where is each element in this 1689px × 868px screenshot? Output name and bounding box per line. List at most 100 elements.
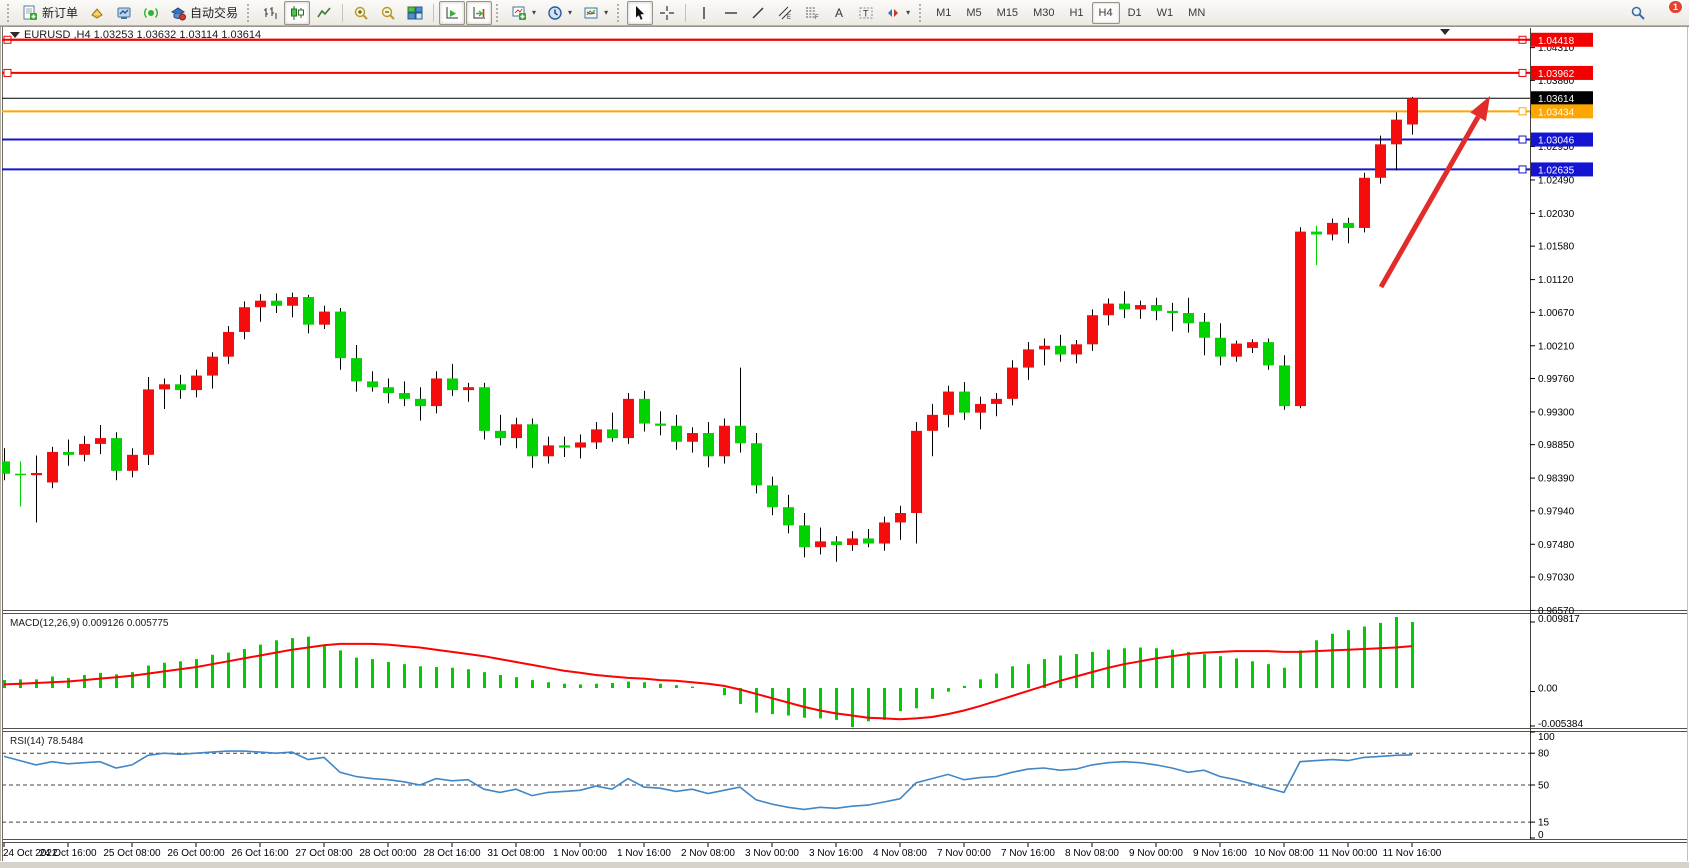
candle-body[interactable]	[143, 389, 154, 455]
timeframe-d1-button[interactable]: D1	[1127, 6, 1142, 19]
signals-button[interactable]	[138, 1, 164, 25]
candle-body[interactable]	[559, 445, 570, 448]
cursor-button[interactable]	[627, 0, 654, 25]
candle-body[interactable]	[879, 522, 890, 544]
timeframe-m30-button[interactable]: M30	[1033, 6, 1055, 19]
candle-body[interactable]	[703, 433, 714, 457]
candle-body[interactable]	[719, 425, 730, 457]
candle-body[interactable]	[511, 424, 522, 439]
timeframe-mn-button[interactable]: MN	[1188, 6, 1206, 19]
candle-body[interactable]	[655, 423, 666, 426]
candle-body[interactable]	[543, 445, 554, 457]
candle-body[interactable]	[223, 331, 234, 357]
candle-body[interactable]	[1311, 231, 1322, 235]
timeframe-m1-button[interactable]: M1	[936, 6, 952, 19]
candle-body[interactable]	[735, 425, 746, 444]
templates-button[interactable]: ▾	[578, 1, 613, 25]
candle-body[interactable]	[1279, 365, 1290, 407]
styles-button[interactable]	[84, 1, 110, 25]
candle-body[interactable]	[863, 538, 874, 544]
candle-body[interactable]	[831, 541, 842, 545]
candle-body[interactable]	[1199, 321, 1210, 338]
trendline-button[interactable]	[745, 1, 771, 25]
candle-body[interactable]	[991, 398, 1002, 404]
new-order-button[interactable]: 新订单	[17, 1, 83, 25]
bar-chart-button[interactable]	[257, 1, 283, 25]
candle-body[interactable]	[687, 433, 698, 442]
candle-body[interactable]	[1167, 310, 1178, 314]
candle-body[interactable]	[1071, 344, 1082, 355]
candle-body[interactable]	[1231, 343, 1242, 357]
candle-body[interactable]	[239, 307, 250, 332]
candle-body[interactable]	[335, 311, 346, 359]
candle-body[interactable]	[0, 461, 10, 474]
market-watch-button[interactable]	[111, 1, 137, 25]
candle-body[interactable]	[607, 429, 618, 439]
candle-body[interactable]	[287, 297, 298, 306]
candle-body[interactable]	[15, 473, 26, 476]
candle-body[interactable]	[671, 425, 682, 442]
candle-body[interactable]	[527, 424, 538, 457]
candle-body[interactable]	[431, 378, 442, 407]
candle-body[interactable]	[847, 538, 858, 545]
timeframe-h4-button[interactable]: H4	[1091, 1, 1120, 24]
candle-body[interactable]	[751, 443, 762, 486]
zoom-out-button[interactable]	[375, 1, 401, 25]
candle-body[interactable]	[447, 378, 458, 391]
timeframe-h1-button[interactable]: H1	[1069, 6, 1084, 19]
chart-shift-marker[interactable]	[1440, 29, 1450, 35]
candle-body[interactable]	[463, 387, 474, 391]
candle-body[interactable]	[1215, 337, 1226, 357]
search-button[interactable]	[1625, 1, 1651, 25]
candle-body[interactable]	[1119, 303, 1130, 310]
candle-body[interactable]	[351, 358, 362, 382]
candlestick-chart-button[interactable]	[284, 0, 311, 25]
candle-body[interactable]	[495, 430, 506, 439]
candle-body[interactable]	[1343, 222, 1354, 228]
candle-body[interactable]	[1375, 144, 1386, 178]
candle-body[interactable]	[943, 391, 954, 415]
candle-body[interactable]	[959, 391, 970, 413]
candle-body[interactable]	[975, 403, 986, 413]
candle-body[interactable]	[79, 443, 90, 455]
candle-body[interactable]	[271, 300, 282, 306]
candle-body[interactable]	[1183, 313, 1194, 324]
crosshair-button[interactable]	[654, 1, 680, 25]
chart-shift-button[interactable]	[466, 0, 493, 25]
candle-body[interactable]	[47, 451, 58, 483]
candle-body[interactable]	[767, 485, 778, 508]
text-button[interactable]: A	[826, 1, 852, 25]
tile-windows-button[interactable]	[402, 1, 428, 25]
candle-body[interactable]	[623, 398, 634, 439]
candle-body[interactable]	[1391, 119, 1402, 145]
timeframe-w1-button[interactable]: W1	[1156, 6, 1174, 19]
zoom-in-button[interactable]	[348, 1, 374, 25]
candle-body[interactable]	[95, 438, 106, 444]
candle-body[interactable]	[1023, 349, 1034, 368]
candle-body[interactable]	[1247, 342, 1258, 348]
candle-body[interactable]	[783, 507, 794, 526]
candle-body[interactable]	[159, 384, 170, 390]
text-label-button[interactable]: T	[853, 1, 879, 25]
timeframe-m5-button[interactable]: M5	[966, 6, 982, 19]
candle-body[interactable]	[31, 473, 42, 476]
candle-body[interactable]	[639, 398, 650, 424]
candle-body[interactable]	[895, 513, 906, 523]
candle-body[interactable]	[1087, 315, 1098, 345]
new-chart-button[interactable]: ▾	[506, 1, 541, 25]
candle-body[interactable]	[1407, 98, 1418, 125]
candle-body[interactable]	[175, 384, 186, 391]
chart-canvas[interactable]: 1.043101.038601.034101.029501.024901.020…	[0, 26, 1689, 868]
candle-body[interactable]	[1135, 305, 1146, 310]
candle-body[interactable]	[1151, 305, 1162, 311]
candle-body[interactable]	[1295, 231, 1306, 407]
candle-body[interactable]	[911, 430, 922, 513]
candle-body[interactable]	[479, 387, 490, 431]
fibonacci-button[interactable]: F	[799, 1, 825, 25]
periods-button[interactable]: ▾	[542, 1, 577, 25]
horizontal-line-button[interactable]	[718, 1, 744, 25]
timeframe-m15-button[interactable]: M15	[996, 6, 1019, 19]
candle-body[interactable]	[799, 525, 810, 548]
candle-body[interactable]	[191, 375, 202, 391]
